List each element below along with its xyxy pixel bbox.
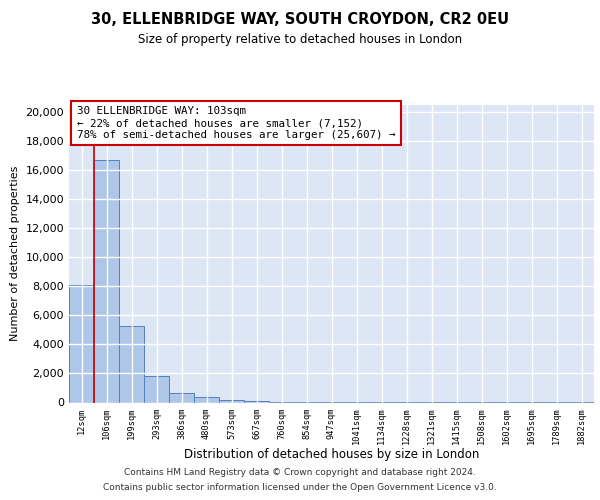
Y-axis label: Number of detached properties: Number of detached properties <box>10 166 20 342</box>
Bar <box>219 400 244 402</box>
Text: Contains public sector information licensed under the Open Government Licence v3: Contains public sector information licen… <box>103 483 497 492</box>
Bar <box>119 326 144 402</box>
Bar <box>144 376 169 402</box>
Text: 30, ELLENBRIDGE WAY, SOUTH CROYDON, CR2 0EU: 30, ELLENBRIDGE WAY, SOUTH CROYDON, CR2 … <box>91 12 509 28</box>
Bar <box>169 393 194 402</box>
Bar <box>94 160 119 402</box>
Bar <box>69 285 94 403</box>
X-axis label: Distribution of detached houses by size in London: Distribution of detached houses by size … <box>184 448 479 462</box>
Bar <box>194 398 219 402</box>
Text: Contains HM Land Registry data © Crown copyright and database right 2024.: Contains HM Land Registry data © Crown c… <box>124 468 476 477</box>
Text: Size of property relative to detached houses in London: Size of property relative to detached ho… <box>138 32 462 46</box>
Bar <box>244 401 269 402</box>
Text: 30 ELLENBRIDGE WAY: 103sqm
← 22% of detached houses are smaller (7,152)
78% of s: 30 ELLENBRIDGE WAY: 103sqm ← 22% of deta… <box>77 106 395 140</box>
